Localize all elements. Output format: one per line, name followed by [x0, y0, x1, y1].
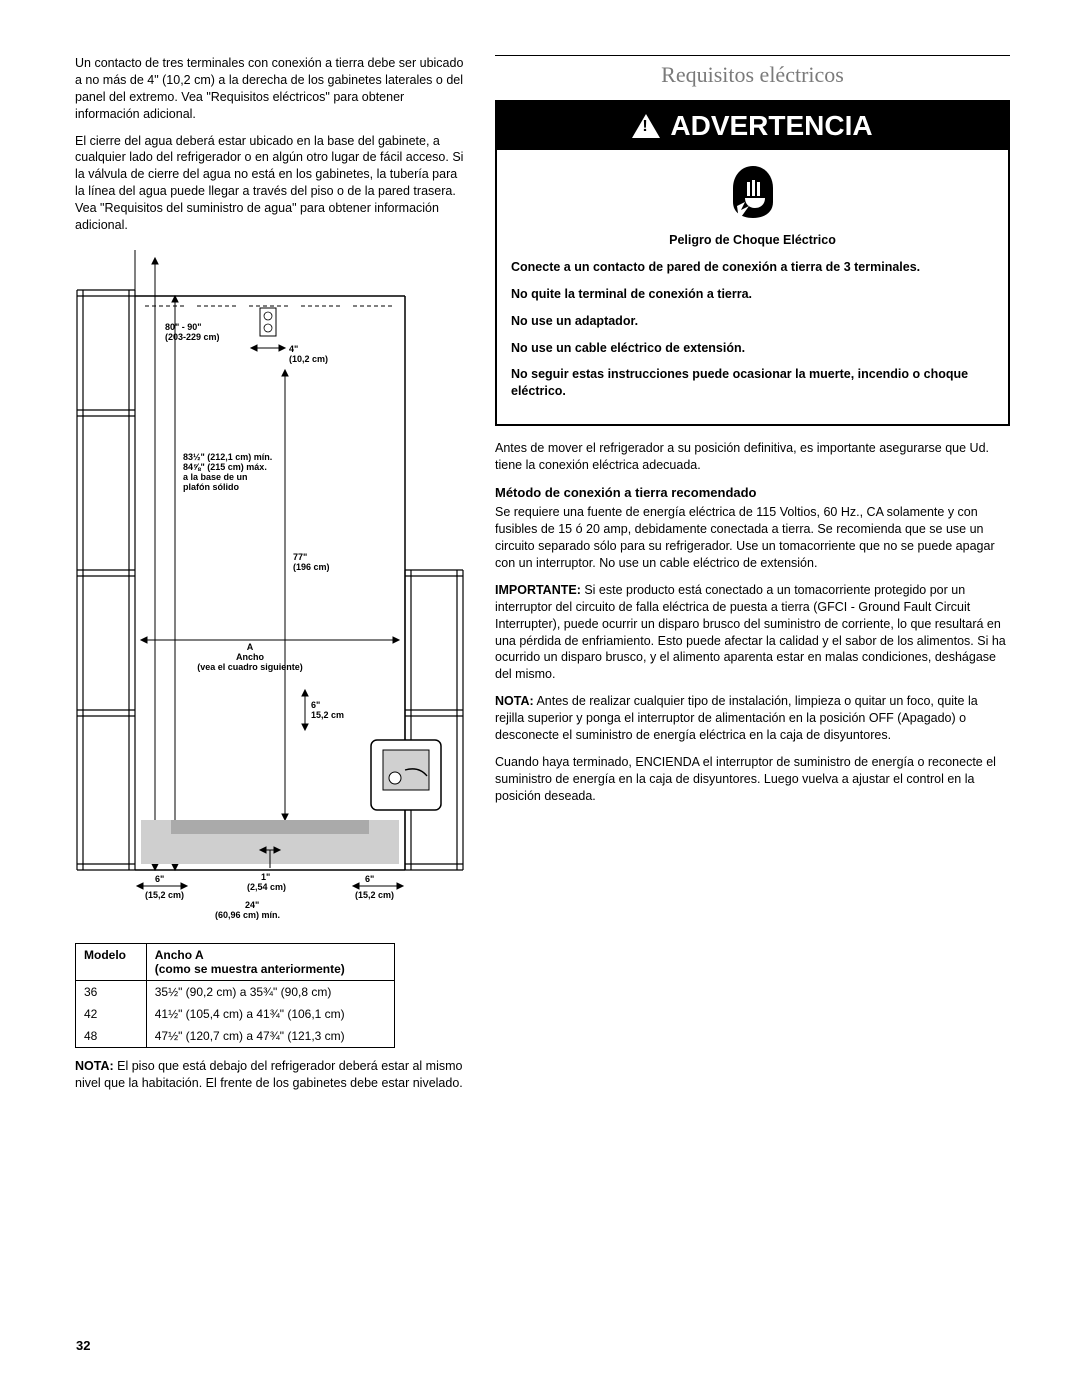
cell: 41½" (105,4 cm) a 41¾" (106,1 cm) — [146, 1003, 394, 1025]
grounding-heading: Método de conexión a tierra recomendado — [495, 484, 1010, 502]
warn-line-2: Conecte a un contacto de pared de conexi… — [511, 259, 994, 276]
elec-para-1: Antes de mover el refrigerador a su posi… — [495, 440, 1010, 474]
svg-text:(2,54 cm): (2,54 cm) — [247, 882, 286, 892]
warn-line-5: No use un cable eléctrico de extensión. — [511, 340, 994, 357]
svg-text:83½" (212,1 cm) mín.: 83½" (212,1 cm) mín. — [183, 452, 272, 462]
right-column: Requisitos eléctricos ADVERTENCIA Peligr… — [495, 55, 1010, 1102]
installation-diagram: 4" (10,2 cm) 80" - 90" (203-229 cm) 83½"… — [75, 250, 465, 930]
svg-text:(15,2 cm): (15,2 cm) — [145, 890, 184, 900]
model-width-table: Modelo Ancho A(como se muestra anteriorm… — [75, 943, 395, 1048]
warning-triangle-icon — [632, 114, 660, 138]
svg-text:a la base de un: a la base de un — [183, 472, 248, 482]
svg-text:plafón sólido: plafón sólido — [183, 482, 239, 492]
svg-text:Ancho: Ancho — [236, 652, 265, 662]
warn-line-6: No seguir estas instrucciones puede ocas… — [511, 366, 994, 400]
svg-text:80" - 90": 80" - 90" — [165, 322, 202, 332]
svg-text:(15,2 cm): (15,2 cm) — [355, 890, 394, 900]
cell: 47½" (120,7 cm) a 47¾" (121,3 cm) — [146, 1025, 394, 1048]
cell: 42 — [76, 1003, 147, 1025]
svg-text:84⅝" (215 cm) máx.: 84⅝" (215 cm) máx. — [183, 462, 267, 472]
warning-word: ADVERTENCIA — [670, 110, 872, 142]
elec-para-2: Se requiere una fuente de energía eléctr… — [495, 504, 1010, 572]
svg-text:1": 1" — [261, 872, 270, 882]
cell: 48 — [76, 1025, 147, 1048]
svg-text:24": 24" — [245, 900, 259, 910]
section-title: Requisitos eléctricos — [495, 62, 1010, 88]
th-modelo: Modelo — [76, 943, 147, 980]
shock-hand-icon — [723, 162, 783, 222]
warn-line-1: Peligro de Choque Eléctrico — [511, 232, 994, 249]
warning-box: ADVERTENCIA Peligro de Choque Eléctrico … — [495, 100, 1010, 426]
cell: 36 — [76, 980, 147, 1003]
warn-line-3: No quite la terminal de conexión a tierr… — [511, 286, 994, 303]
intro-para-2: El cierre del agua deberá estar ubicado … — [75, 133, 465, 234]
floor-note: NOTA: El piso que está debajo del refrig… — [75, 1058, 465, 1092]
section-rule — [495, 55, 1010, 56]
cell: 35½" (90,2 cm) a 35¾" (90,8 cm) — [146, 980, 394, 1003]
svg-text:15,2 cm: 15,2 cm — [311, 710, 344, 720]
elec-para-3: IMPORTANTE: Si este producto está conect… — [495, 582, 1010, 683]
svg-text:(vea el cuadro siguiente): (vea el cuadro siguiente) — [197, 662, 303, 672]
svg-text:(196 cm): (196 cm) — [293, 562, 330, 572]
svg-text:6": 6" — [155, 874, 164, 884]
svg-text:(10,2 cm): (10,2 cm) — [289, 354, 328, 364]
svg-text:(60,96 cm) mín.: (60,96 cm) mín. — [215, 910, 280, 920]
svg-text:4": 4" — [289, 344, 298, 354]
svg-text:(203-229 cm): (203-229 cm) — [165, 332, 220, 342]
intro-para-1: Un contacto de tres terminales con conex… — [75, 55, 465, 123]
warning-header: ADVERTENCIA — [497, 102, 1008, 150]
svg-text:6": 6" — [365, 874, 374, 884]
svg-text:A: A — [247, 642, 254, 652]
svg-text:6": 6" — [311, 700, 320, 710]
page-number: 32 — [76, 1338, 90, 1353]
elec-para-4: NOTA: Antes de realizar cualquier tipo d… — [495, 693, 1010, 744]
elec-para-5: Cuando haya terminado, ENCIENDA el inter… — [495, 754, 1010, 805]
th-ancho: Ancho A(como se muestra anteriormente) — [146, 943, 394, 980]
svg-text:77": 77" — [293, 552, 307, 562]
left-column: Un contacto de tres terminales con conex… — [75, 55, 465, 1102]
warn-line-4: No use un adaptador. — [511, 313, 994, 330]
